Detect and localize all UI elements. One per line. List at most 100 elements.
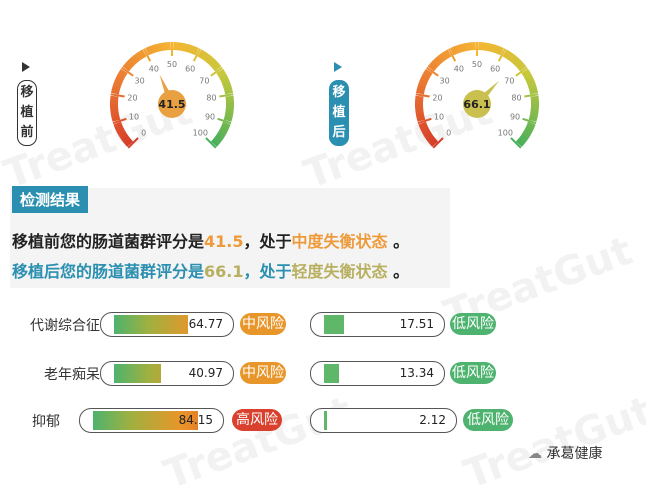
risk-value: 17.51 xyxy=(400,317,434,331)
gauge-tick-label: 30 xyxy=(440,76,450,85)
gauge-tick xyxy=(415,111,423,112)
gauge-tick-label: 20 xyxy=(127,94,137,103)
gauge-tick xyxy=(530,113,538,114)
gauge-tick xyxy=(465,43,466,51)
gauge-tick-label: 70 xyxy=(199,76,209,85)
gauge-tick xyxy=(224,118,232,120)
risk-badge: 中风险 xyxy=(240,362,286,384)
gauge-tick xyxy=(531,97,539,98)
state: 轻度失衡状态 xyxy=(292,262,388,281)
risk-bar-before: 84.15 xyxy=(79,408,224,433)
gauge-tick xyxy=(416,91,424,93)
gauge-tick-label: 10 xyxy=(129,112,139,121)
result-line-before: 移植前您的肠道菌群评分是41.5，处于中度失衡状态 。 xyxy=(12,228,409,252)
risk-name: 老年痴呆 xyxy=(20,364,100,384)
gauge-tick-label: 40 xyxy=(454,64,464,73)
gauge-tick xyxy=(111,116,119,118)
risk-badge: 低风险 xyxy=(450,362,496,384)
gauge-tick xyxy=(163,43,164,51)
gauge-tick xyxy=(415,108,423,109)
watermark: TreatGut xyxy=(158,388,358,498)
gauge-tick xyxy=(226,100,234,101)
text: 。 xyxy=(388,262,410,281)
risk-badge: 中风险 xyxy=(240,313,286,335)
brand-name: 承葛健康 xyxy=(546,446,602,462)
gauge-tick xyxy=(111,113,119,114)
gauge-tick xyxy=(226,97,234,98)
gauge-tick-label: 30 xyxy=(135,76,145,85)
after-label: 移植后 xyxy=(329,80,349,146)
gauge-tick xyxy=(482,42,483,50)
gauge-tick-label: 80 xyxy=(206,94,216,103)
risk-name: 代谢综合征 xyxy=(20,315,100,335)
gauge-tick xyxy=(158,44,160,52)
gauge-tick-label: 70 xyxy=(504,76,514,85)
gauge-tick xyxy=(166,42,167,50)
result-line-after: 移植后您的肠道菌群评分是66.1，处于轻度失衡状态 。 xyxy=(12,258,409,282)
wechat-icon: ☁ xyxy=(528,446,546,462)
gauge-tick-label: 50 xyxy=(472,60,482,69)
gauge-tick xyxy=(463,44,465,52)
risk-bar-after: 2.12 xyxy=(310,408,457,433)
gauge-tick-label: 10 xyxy=(434,112,444,121)
gauge-tick xyxy=(177,42,178,50)
gauge-tick xyxy=(416,116,424,118)
gauge-tick-label: 80 xyxy=(511,94,521,103)
risk-bar-fill xyxy=(114,364,161,383)
risk-bar-before: 40.97 xyxy=(100,361,234,386)
gauge-tick xyxy=(485,43,486,51)
risk-bar-after: 17.51 xyxy=(310,312,445,337)
gauge-tick-label: 20 xyxy=(432,94,442,103)
gauge-tick xyxy=(110,100,118,101)
gauge-tick xyxy=(226,108,234,109)
gauge-tick-label: 0 xyxy=(141,128,146,137)
arrow-icon xyxy=(22,62,30,72)
brand: ☁ 承葛健康 xyxy=(528,443,602,463)
gauge-tick xyxy=(110,111,118,112)
gauge-tick-label: 100 xyxy=(498,128,513,137)
gauge-after: 010 20 30 40 50 60 70 80 90 100 66.1 xyxy=(405,30,550,155)
gauge-tick xyxy=(416,113,424,114)
gauge-tick-label: 60 xyxy=(490,64,500,73)
gauge-value: 41.5 xyxy=(158,98,185,111)
text: ，处于 xyxy=(244,262,292,281)
gauge-tick xyxy=(224,89,232,91)
result-header: 检测结果 xyxy=(12,186,88,213)
risk-value: 40.97 xyxy=(189,366,223,380)
gauge-tick xyxy=(415,97,423,98)
risk-bar-fill xyxy=(324,315,344,334)
arrow-icon xyxy=(334,62,342,72)
risk-badge: 低风险 xyxy=(463,409,513,431)
risk-badge: 高风险 xyxy=(232,409,282,431)
gauge-value: 66.1 xyxy=(463,98,490,111)
gauge-tick xyxy=(180,43,181,51)
gauge-tick-label: 90 xyxy=(205,112,215,121)
risk-bar-after: 13.34 xyxy=(310,361,445,386)
gauge-tick xyxy=(530,91,538,93)
gauge-tick xyxy=(110,97,118,98)
risk-bar-fill xyxy=(324,364,339,383)
gauge-tick-label: 40 xyxy=(149,64,159,73)
gauge-tick xyxy=(110,108,118,109)
gauge-tick-label: 100 xyxy=(193,128,208,137)
risk-value: 84.15 xyxy=(179,413,213,427)
gauge-tick xyxy=(225,91,233,93)
before-label: 移植前 xyxy=(17,80,37,146)
gauge-tick xyxy=(225,113,233,114)
gauge-tick xyxy=(529,118,537,120)
gauge-tick-label: 0 xyxy=(446,128,451,137)
gauge-tick xyxy=(487,43,488,51)
risk-bar-fill xyxy=(324,411,327,430)
gauge-tick xyxy=(111,91,119,93)
risk-value: 13.34 xyxy=(400,366,434,380)
risk-bar-fill xyxy=(114,315,188,334)
risk-value: 2.12 xyxy=(419,413,446,427)
gauge-tick-label: 90 xyxy=(510,112,520,121)
text: 。 xyxy=(388,232,410,251)
gauge-tick-label: 60 xyxy=(185,64,195,73)
gauge-tick xyxy=(531,111,539,112)
gauge-tick xyxy=(226,111,234,112)
score: 41.5 xyxy=(204,232,243,251)
gauge-tick xyxy=(468,43,469,51)
